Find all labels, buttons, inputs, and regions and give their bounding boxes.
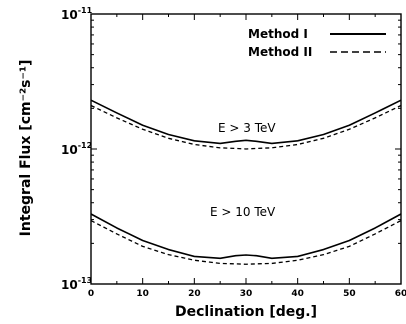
y-tick-base: 10 xyxy=(61,143,78,157)
x-axis-label: Declination [deg.] xyxy=(175,304,317,320)
y-tick-label: 10-12 xyxy=(61,141,92,157)
y-tick-label: 10-13 xyxy=(61,276,92,292)
x-tick-label: 60 xyxy=(395,289,406,299)
plot-frame xyxy=(90,13,402,285)
annotation-3tev: E > 3 TeV xyxy=(218,121,276,135)
y-tick-base: 10 xyxy=(61,278,78,292)
series-line-method-ii-10tev xyxy=(90,219,402,265)
legend: Method I Method II xyxy=(248,27,386,59)
y-axis-label: Integral Flux [cm⁻²s⁻¹] xyxy=(18,60,34,237)
y-tick-label: 10-11 xyxy=(61,6,93,22)
annotation-10tev: E > 10 TeV xyxy=(210,205,276,219)
x-tick-label: 30 xyxy=(240,289,253,299)
data-curves xyxy=(90,99,402,265)
x-tick-label: 20 xyxy=(188,289,201,299)
x-tick-label: 50 xyxy=(343,289,356,299)
x-tick-labels: 0 10 20 30 40 50 60 xyxy=(88,289,406,299)
y-tick-exponent: -12 xyxy=(78,141,92,150)
x-tick-label: 0 xyxy=(88,289,94,299)
x-tick-label: 40 xyxy=(291,289,304,299)
y-tick-exponent: -11 xyxy=(78,6,93,15)
legend-label-method-i: Method I xyxy=(248,27,308,41)
y-tick-base: 10 xyxy=(61,8,78,22)
legend-label-method-ii: Method II xyxy=(248,45,312,59)
series-line-method-ii-3tev xyxy=(90,104,402,150)
x-tick-label: 10 xyxy=(136,289,149,299)
series-line-method-i-3tev xyxy=(90,99,402,145)
y-tick-exponent: -13 xyxy=(78,276,92,285)
series-line-method-i-10tev xyxy=(90,213,402,260)
